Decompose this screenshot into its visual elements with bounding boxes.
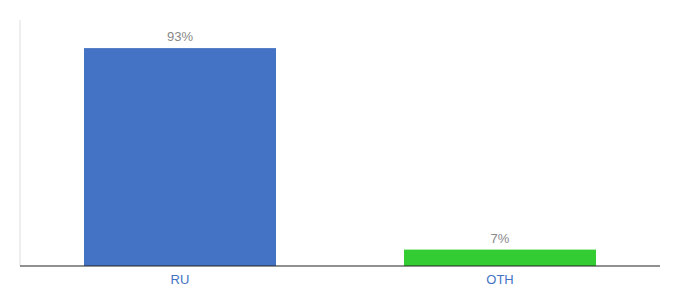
x-axis-line bbox=[20, 265, 660, 266]
bars bbox=[84, 48, 596, 266]
data-label: 93% bbox=[167, 29, 193, 44]
bar bbox=[404, 250, 596, 266]
bar bbox=[84, 48, 276, 266]
data-label: 7% bbox=[491, 231, 510, 246]
x-tick-label: RU bbox=[171, 272, 190, 287]
x-tick-label: OTH bbox=[486, 272, 513, 287]
chart-svg: RU OTH 93% 7% bbox=[0, 0, 680, 300]
chart-container: RU OTH 93% 7% bbox=[0, 0, 680, 300]
y-axis-line bbox=[20, 20, 21, 266]
